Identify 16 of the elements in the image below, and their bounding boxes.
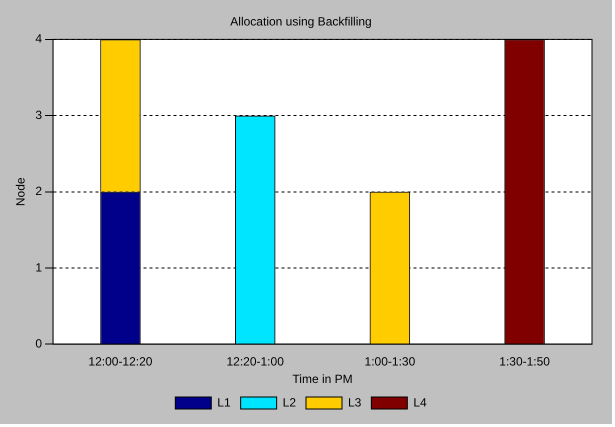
y-tick-label: 1 <box>35 260 42 274</box>
y-tick-label: 3 <box>35 108 42 122</box>
legend-label: L2 <box>282 395 296 410</box>
y-tick-label: 4 <box>35 32 42 46</box>
y-axis-title: Node <box>14 177 28 206</box>
x-axis-title: Time in PM <box>292 372 353 386</box>
x-tick-label: 12:00-12:20 <box>88 354 153 369</box>
legend-label: L1 <box>217 395 231 410</box>
x-tick-label: 1:30-1:50 <box>499 354 550 369</box>
x-tick-label: 1:00-1:30 <box>364 354 416 369</box>
x-tick-label: 12:20-1:00 <box>226 354 284 369</box>
legend-label: L4 <box>413 395 428 410</box>
y-tick-label: 2 <box>35 184 42 198</box>
legend-label: L3 <box>348 395 362 410</box>
y-tick-label: 0 <box>35 336 42 351</box>
chart-title: Allocation using Backfilling <box>230 14 372 29</box>
